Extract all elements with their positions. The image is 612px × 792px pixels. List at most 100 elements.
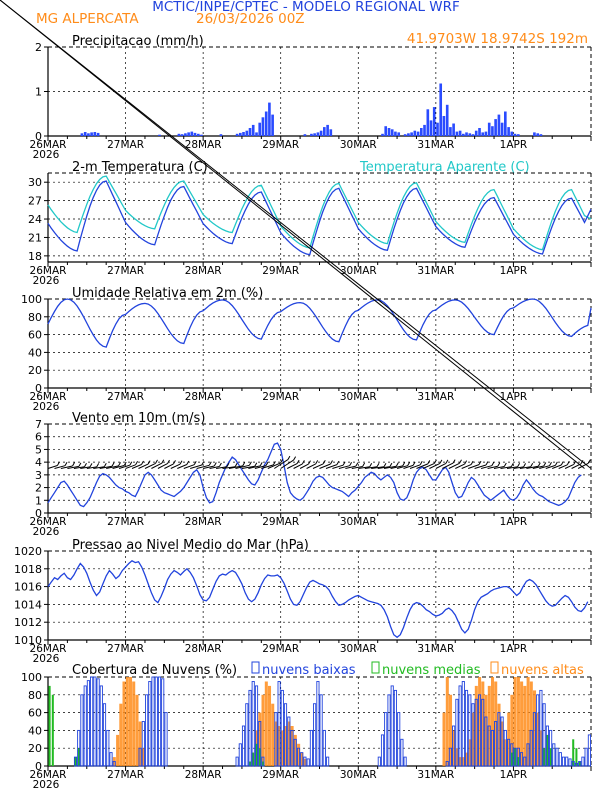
wind-barb bbox=[552, 464, 562, 469]
pressure-ytick-label: 1020 bbox=[14, 545, 42, 558]
precip-bar bbox=[329, 129, 333, 136]
wind-barb bbox=[286, 463, 298, 469]
clouds-ytick-label: 80 bbox=[28, 689, 42, 702]
wind-xtick-label: 29MAR bbox=[262, 516, 299, 528]
precip-bar bbox=[452, 123, 455, 136]
precip-bar bbox=[423, 124, 426, 136]
cloud-high-bar bbox=[271, 703, 275, 766]
wind-barb bbox=[299, 463, 309, 469]
cloud-high-bar bbox=[280, 730, 284, 766]
cloud-low-bar bbox=[248, 689, 252, 767]
precip-bar bbox=[536, 133, 540, 136]
cloud-high-bar bbox=[458, 757, 462, 766]
cloud-high-bar bbox=[455, 748, 459, 766]
pressure-xtick-label: 28MAR bbox=[185, 643, 222, 655]
wind-barb bbox=[448, 462, 460, 469]
cloud-low-bar bbox=[96, 678, 100, 767]
wind-barb bbox=[235, 464, 250, 469]
legend-swatch-high bbox=[490, 661, 499, 674]
cloud-high-bar bbox=[268, 685, 272, 766]
precip-bar bbox=[193, 132, 197, 136]
cloud-low-bar bbox=[83, 685, 87, 767]
wind-speed-line bbox=[47, 442, 582, 508]
wind-barb bbox=[228, 465, 243, 469]
cloud-high-bar bbox=[284, 726, 288, 766]
precip-bar bbox=[197, 133, 200, 136]
wind-barb bbox=[396, 465, 408, 469]
pressure-line bbox=[47, 560, 589, 639]
wind-barb-feather bbox=[248, 461, 252, 466]
precip-bar bbox=[416, 131, 420, 136]
rh-xtick-label: 28MAR bbox=[185, 391, 222, 403]
cloud-low-bar bbox=[494, 721, 498, 767]
legend-low-clouds: nuvens baixas bbox=[262, 663, 356, 678]
cloud-high-bar bbox=[261, 694, 265, 766]
wind-barb-feather bbox=[208, 461, 212, 466]
wind-barb bbox=[60, 465, 73, 469]
wind-barb bbox=[461, 464, 472, 469]
wind-barb bbox=[312, 463, 324, 469]
precip-bar bbox=[177, 133, 181, 136]
wind-barb-feather bbox=[242, 462, 246, 467]
wind-barb bbox=[506, 466, 518, 469]
cloud-low-bar bbox=[565, 756, 569, 767]
wind-barb-feather bbox=[213, 462, 217, 467]
precip-bar bbox=[474, 130, 478, 136]
rh-ytick-label: 40 bbox=[28, 346, 42, 359]
wind-barb-feather bbox=[265, 461, 269, 466]
temp-ytick-label: 24 bbox=[28, 213, 42, 226]
cloud-low-bar bbox=[519, 752, 524, 767]
wind-barb bbox=[474, 464, 487, 469]
wind-barb bbox=[261, 464, 274, 469]
cloud-high-bar bbox=[274, 721, 278, 766]
precip-bar bbox=[190, 131, 194, 136]
cloud-low-bar bbox=[529, 729, 533, 767]
precip-bar bbox=[481, 132, 485, 136]
wind-barb-feather bbox=[491, 461, 495, 466]
cloud-low-bar bbox=[141, 721, 145, 767]
precip-xtick-label: 29MAR bbox=[262, 139, 299, 151]
cloud-mid-bar bbox=[575, 748, 578, 766]
precip-bar bbox=[420, 128, 423, 136]
cloud-mid-bar bbox=[510, 752, 513, 766]
precip-bar bbox=[449, 127, 452, 136]
cloud-low-bar bbox=[261, 756, 265, 767]
wind-barb bbox=[500, 466, 512, 469]
precip-bar bbox=[248, 128, 252, 136]
wind-barb-feather bbox=[412, 461, 416, 466]
clouds-xtick-label: 30MAR bbox=[340, 769, 377, 781]
wind-barb-feather bbox=[530, 462, 534, 467]
precip-bar bbox=[251, 124, 255, 136]
cloud-high-bar bbox=[452, 730, 456, 766]
wind-barb-feather bbox=[234, 462, 238, 467]
wind-barb-feather bbox=[560, 461, 564, 466]
cloud-high-bar bbox=[461, 757, 465, 766]
wind-barb bbox=[73, 466, 85, 469]
precip-bar bbox=[200, 134, 203, 136]
precip-bar bbox=[439, 83, 443, 136]
cloud-low-bar bbox=[455, 698, 459, 767]
cloud-low-bar bbox=[481, 698, 485, 767]
precip-bar bbox=[258, 122, 262, 136]
wind-barb-feather bbox=[186, 460, 190, 465]
pressure-xtick-label: 31MAR bbox=[417, 643, 454, 655]
cloud-high-bar bbox=[135, 694, 139, 766]
wind-barb bbox=[254, 465, 267, 469]
precip-bar bbox=[326, 124, 329, 136]
wind-ytick-label: 7 bbox=[35, 418, 42, 431]
clouds-title: Cobertura de Nuvens (%) bbox=[72, 663, 237, 678]
wind-barb bbox=[442, 462, 454, 469]
cloud-low-bar bbox=[578, 761, 582, 767]
wind-barb-feather bbox=[296, 459, 300, 464]
wind-barb-feather bbox=[123, 461, 127, 466]
cloud-high-bar bbox=[529, 681, 533, 766]
cloud-high-bar bbox=[497, 703, 501, 766]
wind-barb-feather bbox=[355, 462, 359, 467]
clouds-xtick-label: 27MAR bbox=[107, 769, 144, 781]
cloud-low-bar bbox=[384, 712, 388, 767]
wind-barb-feather bbox=[193, 460, 197, 465]
cloud-high-bar bbox=[129, 677, 133, 766]
temp-ytick-label: 21 bbox=[28, 231, 42, 244]
cloud-high-bar bbox=[468, 739, 472, 766]
cloud-low-bar bbox=[280, 689, 284, 767]
